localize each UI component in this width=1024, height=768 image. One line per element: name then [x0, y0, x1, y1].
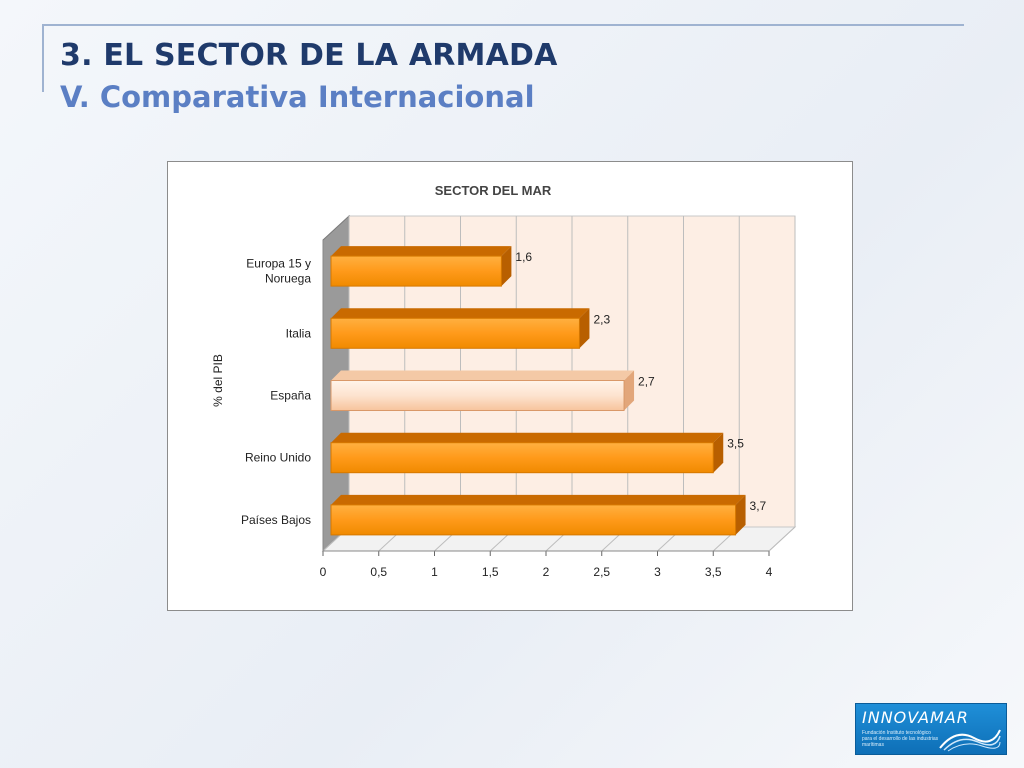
- bar-front-face: [330, 317, 580, 349]
- x-tick-label: 4: [766, 565, 773, 579]
- bar-top-face: [331, 308, 590, 319]
- category-label: España: [270, 389, 311, 403]
- bar-3: [330, 370, 635, 411]
- bar-top-face: [331, 246, 512, 257]
- x-tick-label: 1,5: [482, 565, 499, 579]
- wave-icon: [939, 729, 1001, 752]
- bar-4: [330, 432, 724, 474]
- category-label: Europa 15 y Noruega: [246, 257, 311, 286]
- category-label: Italia: [286, 326, 312, 340]
- bar-5: [330, 494, 746, 536]
- bar-top-face: [331, 370, 635, 381]
- logo-tagline: Fundación Instituto tecnológico para el …: [862, 730, 939, 748]
- data-label: 3,5: [727, 437, 744, 451]
- x-tick-label: 2: [543, 565, 550, 579]
- category-label: Reino Unido: [245, 451, 311, 465]
- x-tick-label: 0: [320, 565, 327, 579]
- bar-end-face: [713, 432, 724, 473]
- bar-top-face: [331, 432, 724, 443]
- bar-2: [330, 308, 590, 349]
- header-side-rule: [42, 24, 44, 92]
- slide-title: 3. EL SECTOR DE LA ARMADA: [60, 38, 558, 73]
- data-label: 1,6: [515, 250, 532, 264]
- bar-end-face: [579, 308, 590, 349]
- bar-top-face: [331, 494, 746, 505]
- bar-front-face: [330, 504, 737, 536]
- data-label: 2,7: [638, 375, 655, 389]
- x-tick-label: 1: [431, 565, 438, 579]
- x-tick-label: 3,5: [705, 565, 722, 579]
- x-tick-label: 0,5: [370, 565, 387, 579]
- x-tick-label: 2,5: [593, 565, 610, 579]
- gridline-floor: [768, 526, 796, 552]
- chart-container: 0 0,5 1 1,5 2 2,5 3 3,5 4 1,6 Europa 15 y Noruega 2,…: [167, 161, 853, 611]
- header-top-rule: [42, 24, 964, 26]
- category-label: Países Bajos: [241, 513, 311, 527]
- chart-title: SECTOR DEL MAR: [435, 183, 552, 198]
- bar-chart: 0 0,5 1 1,5 2 2,5 3 3,5 4 1,6 Europa 15 y Noruega 2,…: [211, 183, 797, 579]
- y-axis-label: % del PIB: [211, 354, 225, 407]
- slide-subtitle: V. Comparativa Internacional: [60, 80, 535, 114]
- bar-end-face: [624, 370, 635, 411]
- bar-end-face: [735, 494, 746, 535]
- bar-front-face: [330, 442, 714, 474]
- bar-front-face: [330, 380, 625, 411]
- bar-front-face: [330, 255, 502, 287]
- innovamar-logo: INNOVAMAR Fundación Instituto tecnológic…: [855, 703, 1007, 755]
- data-label: 3,7: [750, 499, 767, 513]
- data-label: 2,3: [593, 312, 610, 326]
- bar-end-face: [501, 246, 512, 287]
- logo-text: INNOVAMAR: [862, 708, 969, 727]
- bar-1: [330, 246, 512, 287]
- x-tick-label: 3: [654, 565, 661, 579]
